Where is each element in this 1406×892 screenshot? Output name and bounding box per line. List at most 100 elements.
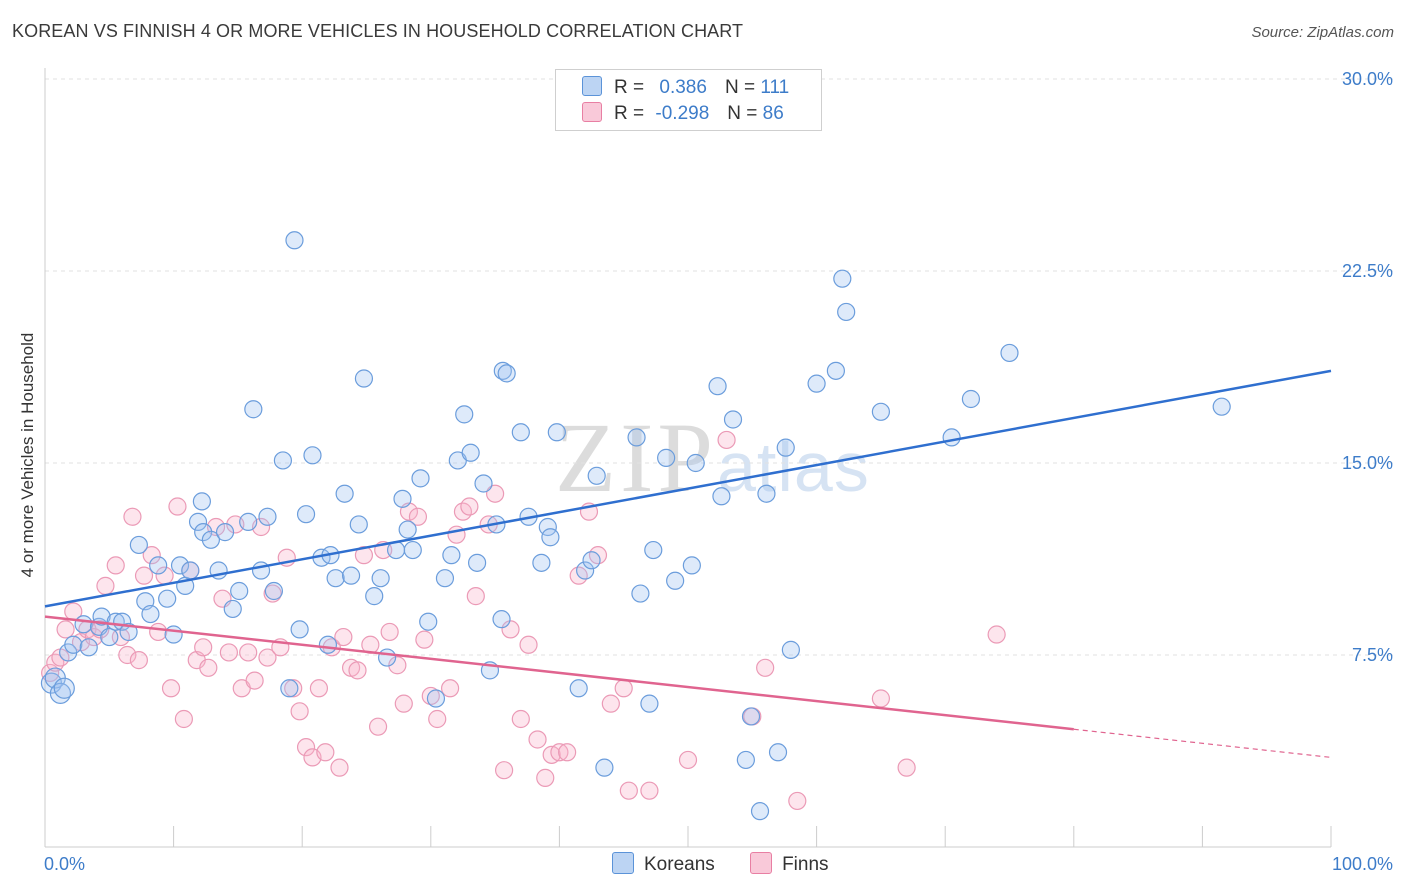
koreans-point-81 [627, 428, 646, 447]
koreans-point-101 [833, 269, 852, 288]
koreans-point-44 [335, 484, 354, 503]
koreans-point-92 [736, 750, 755, 770]
finns-point-38 [284, 679, 303, 698]
finns-point-61 [440, 679, 460, 698]
koreans-point-68 [497, 364, 516, 383]
koreans-point-13 [119, 622, 138, 642]
finns-trend-line [44, 615, 1074, 731]
series-legend: Koreans Finns [612, 852, 859, 876]
finns-point-71 [519, 635, 538, 654]
koreans-point-91 [723, 410, 743, 429]
koreans-point-53 [398, 520, 417, 539]
koreans-point-97 [776, 438, 795, 457]
koreans-point-102 [837, 302, 856, 322]
koreans-point-61 [455, 405, 474, 424]
koreans-point-58 [435, 569, 455, 588]
finns-point-89 [871, 689, 891, 708]
koreans-point-77 [576, 561, 595, 580]
koreans-point-6 [74, 615, 93, 634]
finns-point-42 [309, 679, 329, 698]
koreans-point-79 [587, 466, 606, 485]
finns-point-28 [219, 643, 238, 662]
koreans-n-value: 111 [760, 77, 790, 98]
koreans-point-9 [92, 607, 111, 626]
finns-point-1 [46, 653, 65, 672]
finns-point-54 [388, 656, 407, 675]
finns-point-31 [239, 643, 258, 662]
koreans-point-37 [285, 231, 304, 250]
koreans-point-38 [290, 620, 309, 639]
koreans-point-108 [492, 610, 511, 629]
finns-point-39 [290, 702, 309, 721]
finns-trend-extension [1073, 728, 1332, 758]
x-tick-label-0: 0.0% [44, 854, 85, 874]
koreans-point-110 [192, 492, 211, 511]
koreans-point-105 [961, 389, 981, 409]
finns-point-51 [368, 717, 388, 736]
finns-point-16 [142, 546, 161, 565]
koreans-point-47 [354, 369, 374, 388]
koreans-point-52 [393, 489, 412, 508]
koreans-point-33 [258, 507, 277, 526]
finns-point-48 [348, 661, 367, 680]
finns-point-70 [511, 709, 530, 729]
finns-point-69 [501, 620, 520, 639]
finns-point-10 [106, 556, 125, 575]
finns-point-72 [528, 730, 547, 749]
koreans-legend-label: Koreans [644, 854, 715, 875]
koreans-point-89 [708, 377, 727, 396]
koreans-point-39 [296, 505, 316, 524]
koreans-r-label: R = [614, 77, 645, 98]
finns-point-73 [536, 768, 555, 787]
koreans-point-93 [741, 707, 761, 726]
finns-point-55 [394, 694, 413, 713]
finns-point-21 [174, 709, 193, 729]
koreans-point-48 [365, 587, 384, 606]
koreans-point-100 [826, 361, 845, 380]
finns-point-68 [495, 761, 514, 780]
koreans-point-82 [631, 584, 650, 603]
koreans-point-30 [239, 512, 258, 531]
koreans-point-40 [303, 446, 322, 465]
koreans-point-28 [223, 599, 242, 619]
koreans-point-63 [467, 553, 487, 572]
koreans-point-84 [644, 540, 663, 560]
finns-point-87 [756, 658, 775, 677]
tick-labels: 7.5% 15.0% 22.5% 30.0% 0.0% 100.0% [44, 69, 1393, 874]
finns-point-15 [134, 566, 154, 585]
koreans-point-85 [657, 448, 676, 467]
finns-point-82 [619, 781, 638, 800]
koreans-point-49 [371, 569, 390, 588]
watermark-atlas: atlas [717, 428, 870, 506]
finns-point-58 [415, 630, 434, 649]
koreans-point-78 [582, 551, 601, 570]
finns-n-label: N = [727, 103, 758, 124]
finns-points [41, 430, 1006, 811]
y-tick-label-3: 30.0% [1342, 69, 1393, 89]
finns-legend-label: Finns [782, 854, 829, 875]
finns-n-value: 86 [762, 103, 784, 124]
koreans-point-56 [419, 612, 438, 631]
koreans-point-83 [640, 694, 659, 713]
legend-row-koreans: R = 0.386 N = 111 [582, 76, 789, 100]
finns-swatch [582, 102, 602, 122]
finns-point-75 [550, 743, 569, 762]
finns-point-83 [640, 781, 659, 800]
finns-r-label: R = [614, 103, 645, 124]
koreans-points [40, 95, 1231, 821]
finns-point-3 [56, 620, 75, 639]
y-tick-label-0: 7.5% [1352, 645, 1393, 665]
finns-point-80 [601, 694, 620, 713]
finns-point-85 [717, 430, 736, 450]
koreans-legend-swatch [612, 852, 634, 874]
koreans-point-24 [194, 523, 213, 542]
koreans-point-34 [264, 581, 284, 601]
koreans-point-96 [768, 743, 788, 762]
koreans-point-54 [403, 540, 422, 560]
koreans-point-74 [547, 423, 566, 442]
finns-point-53 [380, 622, 399, 642]
finns-point-46 [334, 627, 353, 647]
koreans-n-label: N = [724, 77, 756, 98]
axes [44, 68, 1332, 848]
